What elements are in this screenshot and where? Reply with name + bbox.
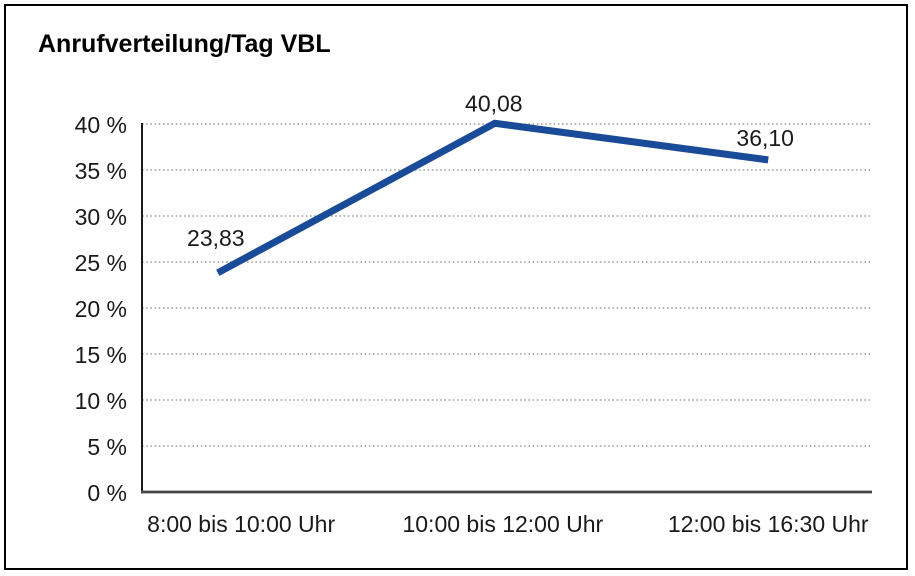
y-tick-label: 30 % [75,204,127,230]
y-tick-label: 20 % [75,296,127,322]
data-point-label: 40,08 [465,90,523,116]
x-category-label: 10:00 bis 12:00 Uhr [402,511,603,537]
data-point-label: 23,83 [187,225,245,251]
y-tick-label: 0 % [87,480,127,506]
y-tick-label: 15 % [75,342,127,368]
y-tick-label: 10 % [75,388,127,414]
x-category-label: 12:00 bis 16:30 Uhr [668,511,869,537]
data-point-label: 36,10 [736,125,794,151]
y-tick-label: 25 % [75,250,127,276]
y-tick-label: 40 % [75,112,127,138]
y-tick-label: 5 % [87,434,127,460]
chart-title: Anrufverteilung/Tag VBL [38,30,331,58]
data-line-series [216,119,769,276]
x-category-label: 8:00 bis 10:00 Uhr [147,511,335,537]
y-tick-label: 35 % [75,158,127,184]
